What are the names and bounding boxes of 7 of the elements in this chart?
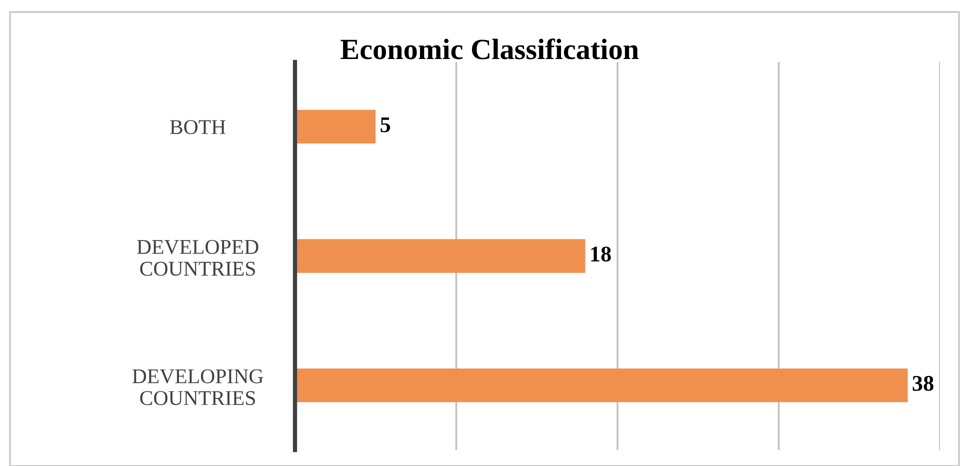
- data-label: 38: [912, 376, 934, 391]
- data-label: 5: [380, 117, 390, 132]
- y-tick-label: DEVELOPING COUNTRIES: [132, 369, 264, 406]
- chart-title: Economic Classification: [340, 38, 639, 60]
- y-tick-label: BOTH: [170, 120, 226, 134]
- y-tick-label: DEVELOPED COUNTRIES: [137, 240, 258, 276]
- data-label: 18: [591, 246, 611, 262]
